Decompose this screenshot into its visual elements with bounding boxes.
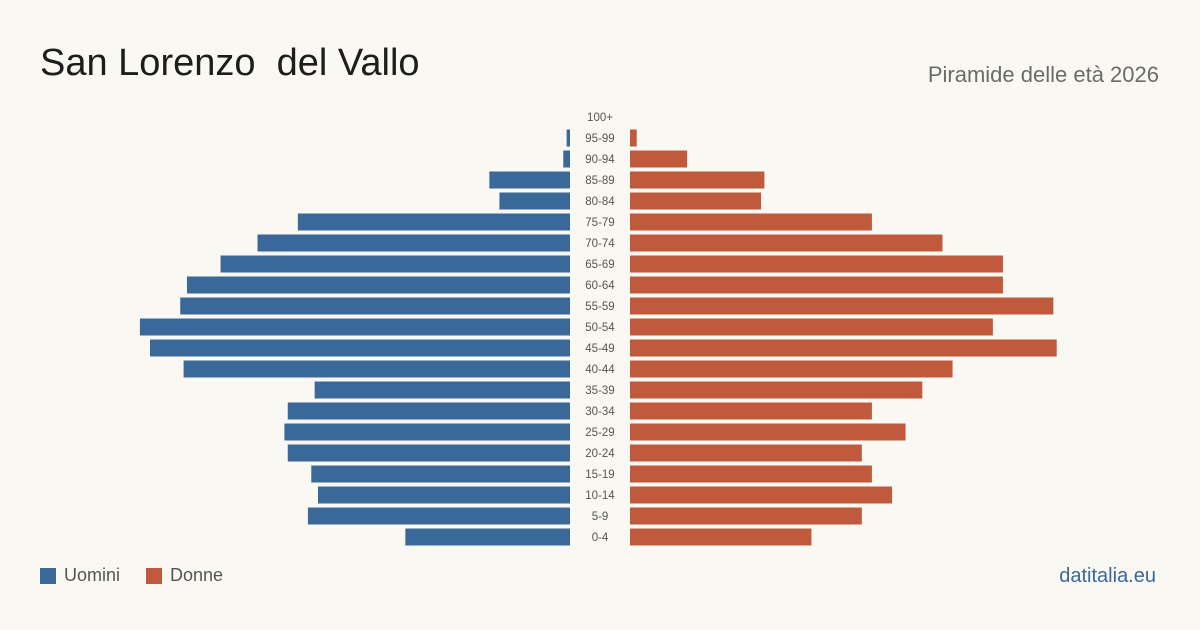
- bar-men: [499, 192, 570, 210]
- bar-men: [139, 318, 571, 336]
- bar-men: [297, 213, 570, 231]
- legend-item-women: Donne: [146, 565, 223, 586]
- bar-women: [630, 234, 943, 252]
- age-group-label: 0-4: [592, 532, 609, 544]
- bar-men: [180, 297, 571, 315]
- legend: Uomini Donne: [40, 565, 249, 586]
- bar-men: [318, 486, 570, 504]
- bar-men: [150, 339, 570, 357]
- bar-women: [630, 465, 872, 483]
- age-group-label: 80-84: [585, 196, 615, 208]
- age-group-label: 70-74: [585, 238, 615, 250]
- bar-women: [630, 423, 906, 441]
- legend-label-men: Uomini: [64, 565, 121, 585]
- age-group-label: 40-44: [585, 364, 615, 376]
- age-group-label: 30-34: [585, 406, 615, 418]
- bar-women: [630, 213, 872, 231]
- bar-men: [314, 381, 570, 399]
- bar-men: [566, 129, 570, 147]
- population-pyramid-chart: 100+ 95-99 90-94 85-89 80-84 75-79 70-74 65-69 6…: [139, 112, 1057, 546]
- legend-label-women: Donne: [170, 565, 224, 585]
- bar-women: [630, 171, 765, 189]
- bar-men: [284, 423, 570, 441]
- age-group-label: 25-29: [585, 427, 614, 439]
- bar-women: [630, 150, 688, 168]
- bar-women: [630, 318, 993, 336]
- age-group-label: 85-89: [585, 175, 614, 187]
- bar-men: [287, 444, 570, 462]
- page-title: San Lorenzo del Vallo: [40, 42, 420, 84]
- chart-subtitle: Piramide delle età 2026: [927, 62, 1159, 87]
- age-group-label: 55-59: [585, 301, 614, 313]
- bar-men: [186, 276, 570, 294]
- age-group-label: 15-19: [585, 469, 614, 481]
- bar-men: [257, 234, 570, 252]
- bar-men: [287, 402, 570, 420]
- age-group-label: 45-49: [585, 343, 614, 355]
- bar-women: [630, 486, 893, 504]
- bar-women: [630, 528, 812, 546]
- bar-women: [630, 255, 1003, 273]
- age-group-label: 100+: [587, 112, 613, 124]
- legend-swatch-men: [40, 567, 56, 584]
- age-group-label: 10-14: [585, 490, 615, 502]
- bar-women: [630, 339, 1057, 357]
- bar-women: [630, 297, 1054, 315]
- age-group-label: 5-9: [592, 511, 609, 523]
- bar-men: [405, 528, 570, 546]
- bar-women: [630, 381, 923, 399]
- bar-men: [311, 465, 570, 483]
- bar-women: [630, 507, 862, 525]
- bar-women: [630, 192, 762, 210]
- bar-women: [630, 276, 1003, 294]
- bar-women: [630, 360, 953, 378]
- site-brand-link[interactable]: datitalia.eu: [1059, 565, 1156, 587]
- age-group-label: 65-69: [585, 259, 614, 271]
- bar-women: [630, 129, 637, 147]
- age-group-label: 20-24: [585, 448, 615, 460]
- age-group-label: 60-64: [585, 280, 615, 292]
- bar-men: [489, 171, 570, 189]
- legend-swatch-women: [146, 567, 163, 584]
- bar-men: [307, 507, 570, 525]
- age-group-label: 50-54: [585, 322, 615, 334]
- age-group-label: 95-99: [585, 133, 614, 145]
- age-group-label: 35-39: [585, 385, 614, 397]
- legend-item-men: Uomini: [40, 565, 120, 586]
- age-group-label: 75-79: [585, 217, 614, 229]
- bar-women: [630, 402, 872, 420]
- bar-men: [563, 150, 570, 168]
- bar-women: [630, 444, 862, 462]
- age-group-label: 90-94: [585, 154, 615, 166]
- bar-men: [220, 255, 570, 273]
- bar-men: [183, 360, 570, 378]
